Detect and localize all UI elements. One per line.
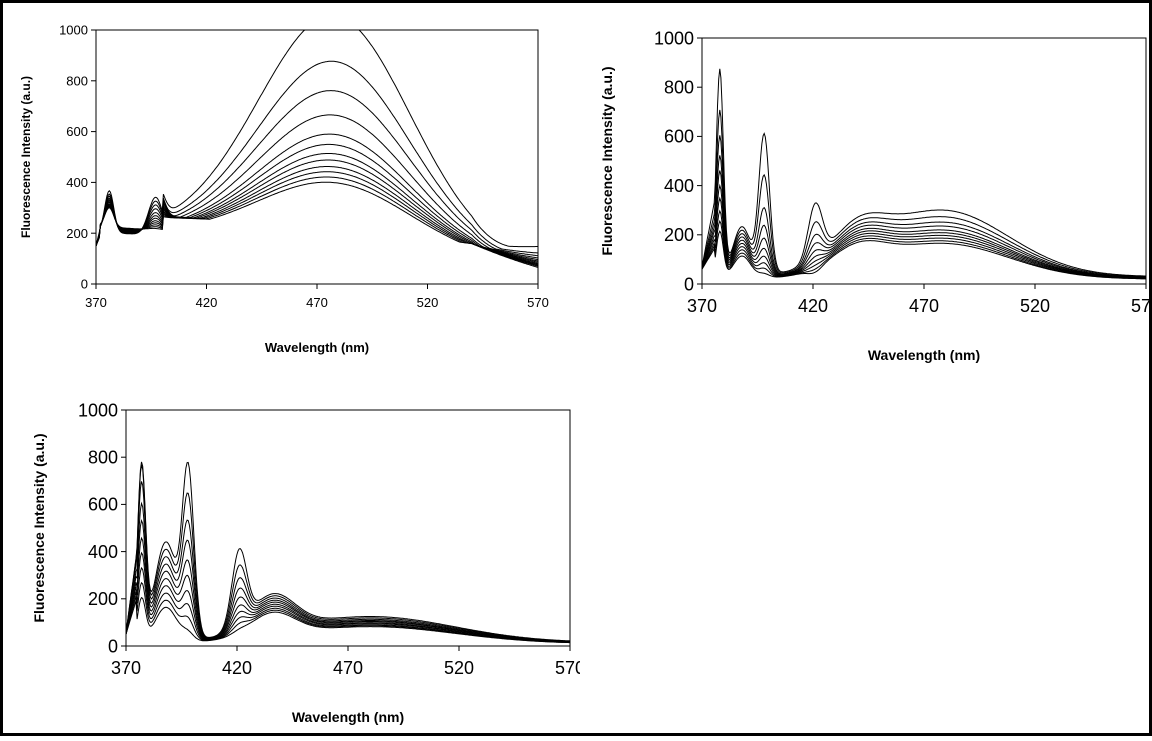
y-tick-label: 200 bbox=[88, 589, 118, 609]
x-tick-label: 420 bbox=[196, 295, 218, 310]
series-line bbox=[125, 519, 571, 643]
series-line bbox=[701, 109, 1147, 278]
y-axis-label: Fluorescence Intensity (a.u.) bbox=[599, 66, 615, 255]
y-tick-label: 0 bbox=[108, 636, 118, 656]
series-line bbox=[701, 183, 1146, 279]
y-tick-label: 1000 bbox=[654, 28, 694, 48]
y-tick-label: 800 bbox=[664, 78, 694, 98]
series-line bbox=[701, 209, 1147, 279]
series-line bbox=[701, 230, 1147, 280]
y-tick-label: 600 bbox=[88, 495, 118, 515]
x-tick-label: 420 bbox=[222, 658, 252, 678]
y-tick-label: 200 bbox=[66, 226, 88, 241]
y-tick-label: 0 bbox=[81, 277, 88, 292]
chart-panel-3: 0 200 400 600 800 1000 370 420 470 520 570 Waveleng… bbox=[28, 392, 585, 736]
x-tick-label: 470 bbox=[333, 658, 363, 678]
series-line bbox=[95, 181, 539, 268]
x-tick-label: 370 bbox=[687, 296, 717, 316]
x-axis-label: Wavelength (nm) bbox=[868, 347, 980, 363]
series-line bbox=[95, 29, 538, 248]
x-tick-label: 570 bbox=[555, 658, 580, 678]
series-line bbox=[125, 464, 571, 642]
series-line bbox=[125, 581, 571, 644]
series-line bbox=[95, 114, 539, 259]
y-tick-label: 800 bbox=[66, 73, 88, 88]
series-line bbox=[701, 155, 1146, 278]
x-tick-label: 420 bbox=[798, 296, 828, 316]
series-line bbox=[125, 501, 570, 643]
x-tick-label: 370 bbox=[85, 295, 107, 310]
x-axis-label: Wavelength (nm) bbox=[265, 340, 369, 355]
chart-1-svg: 0 200 400 600 800 1000 370 420 470 520 570 Waveleng… bbox=[19, 23, 549, 355]
x-tick-label: 370 bbox=[111, 658, 141, 678]
x-tick-label: 520 bbox=[444, 658, 474, 678]
chart-2-svg: 0 200 400 600 800 1000 370 420 470 520 570 Waveleng… bbox=[599, 28, 1152, 363]
y-axis-label: Fluorescence Intensity (a.u.) bbox=[31, 433, 47, 622]
x-tick-label: 570 bbox=[527, 295, 549, 310]
chart-panel-1: 0 200 400 600 800 1000 370 420 470 520 570 Waveleng… bbox=[10, 14, 570, 364]
series-line bbox=[125, 596, 570, 644]
y-tick-label: 400 bbox=[88, 542, 118, 562]
y-tick-label: 800 bbox=[88, 448, 118, 468]
x-tick-label: 470 bbox=[909, 296, 939, 316]
y-tick-label: 600 bbox=[664, 127, 694, 147]
chart-panel-2: 0 200 400 600 800 1000 370 420 470 520 570 Waveleng… bbox=[590, 14, 1152, 384]
x-tick-label: 520 bbox=[417, 295, 439, 310]
series-line bbox=[701, 135, 1146, 278]
chart-3-svg: 0 200 400 600 800 1000 370 420 470 520 570 Waveleng… bbox=[31, 400, 585, 725]
series-line bbox=[125, 461, 571, 642]
series-line bbox=[125, 481, 570, 642]
y-tick-label: 1000 bbox=[59, 23, 88, 38]
x-tick-label: 470 bbox=[306, 295, 328, 310]
series-group bbox=[95, 29, 539, 268]
plot-area bbox=[95, 29, 539, 285]
series-group bbox=[701, 68, 1147, 280]
series-line bbox=[95, 60, 539, 254]
y-tick-label: 1000 bbox=[78, 400, 118, 420]
plot-area bbox=[701, 37, 1147, 285]
y-tick-label: 400 bbox=[66, 175, 88, 190]
y-tick-label: 400 bbox=[664, 176, 694, 196]
series-line bbox=[701, 68, 1146, 277]
x-tick-label: 570 bbox=[1131, 296, 1152, 316]
y-tick-label: 0 bbox=[684, 274, 694, 294]
series-group bbox=[125, 461, 571, 644]
x-tick-label: 520 bbox=[1020, 296, 1050, 316]
y-tick-label: 600 bbox=[66, 124, 88, 139]
x-axis-label: Wavelength (nm) bbox=[292, 709, 404, 725]
series-line bbox=[701, 170, 1147, 279]
y-axis-label: Fluorescence Intensity (a.u.) bbox=[19, 76, 33, 238]
series-line bbox=[701, 196, 1146, 279]
series-line bbox=[95, 90, 539, 257]
y-tick-label: 200 bbox=[664, 225, 694, 245]
series-line bbox=[125, 551, 570, 643]
